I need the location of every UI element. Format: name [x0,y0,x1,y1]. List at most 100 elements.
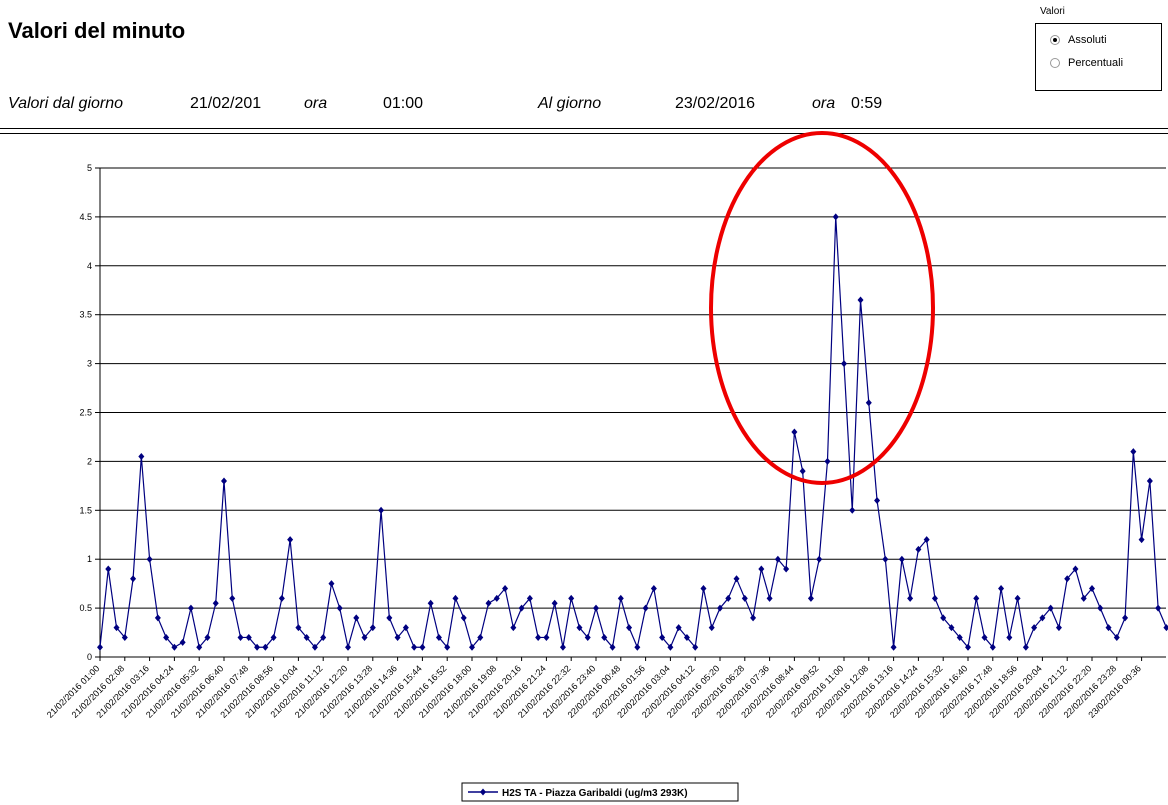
data-point [204,633,211,641]
data-point [1155,604,1162,612]
data-point [1072,565,1079,573]
data-point [989,643,996,651]
data-point [965,643,971,651]
data-point [948,624,955,632]
data-point [923,536,930,544]
data-point [229,594,236,602]
data-point [518,604,525,612]
data-point [221,477,227,485]
y-tick-label: 0 [87,652,92,662]
data-point [121,633,128,641]
data-point [369,624,376,632]
data-point [336,604,343,612]
data-point [435,633,442,641]
series [97,213,1168,651]
y-tick-label: 4.5 [79,212,92,222]
data-point [303,633,310,641]
data-point [130,575,137,583]
data-point [1138,536,1145,544]
data-point [493,594,500,602]
data-point [187,604,194,612]
separator [0,133,1168,134]
from-time: 01:00 [383,95,424,112]
data-point [973,594,980,602]
data-point [452,594,459,602]
radio-dot[interactable] [1050,58,1060,68]
data-point [1055,624,1062,632]
data-point [741,594,748,602]
data-point [683,633,690,641]
data-point [1089,585,1095,593]
legend-label: H2S TA - Piazza Garibaldi (ug/m3 293K) [502,788,688,799]
to-label: Al giorno [538,95,602,112]
data-point [163,633,170,641]
legend: H2S TA - Piazza Garibaldi (ug/m3 293K) [461,782,739,802]
data-point [345,643,351,651]
data-point [1080,594,1087,602]
data-point [97,643,103,651]
data-point [692,643,699,651]
y-tick-label: 1.5 [79,505,92,515]
data-point [146,555,153,563]
data-point [758,565,765,573]
data-point [262,643,269,651]
options-caption: Valori [1040,6,1065,17]
radio-dot[interactable] [1050,35,1060,45]
data-point [526,594,533,602]
data-point [799,467,806,475]
data-point [1097,604,1104,612]
data-point [1122,614,1129,622]
legend-marker [480,788,486,796]
data-point [766,594,773,602]
data-point [807,594,814,602]
data-point [1163,624,1168,632]
data-point [353,614,360,622]
page-title: Valori del minuto [8,18,186,43]
data-point [609,643,616,651]
radio-label[interactable]: Percentuali [1068,57,1124,69]
data-point [113,624,120,632]
data-point [1039,614,1046,622]
y-tick-label: 3.5 [79,310,92,320]
from-label: Valori dal giorno [8,95,124,112]
y-tick-label: 1 [87,554,92,564]
data-point [832,213,839,221]
data-point [444,643,451,651]
data-point [394,633,401,641]
data-point [485,599,492,607]
data-point [601,633,608,641]
data-point [841,360,847,368]
data-point [386,614,393,622]
data-point [774,555,781,563]
data-point [725,594,732,602]
radio-label[interactable]: Assoluti [1068,34,1107,46]
data-point [584,633,591,641]
data-point [287,536,294,544]
data-point [460,614,467,622]
data-point [411,643,418,651]
to-time-label: ora [812,95,836,112]
y-tick-label: 5 [87,163,92,173]
radio-option[interactable]: Assoluti [1050,34,1107,46]
data-point [154,614,161,622]
data-point [568,594,575,602]
y-tick-label: 2 [87,456,92,466]
data-point [783,565,790,573]
data-point [750,614,757,622]
radio-option[interactable]: Percentuali [1050,57,1123,69]
data-point [700,585,707,593]
data-point [171,643,178,651]
data-point [138,453,145,461]
data-point [245,633,252,641]
data-point [940,614,947,622]
data-point [320,633,327,641]
data-point [1047,604,1054,612]
data-point [650,585,657,593]
data-point [402,624,409,632]
data-point [295,624,302,632]
data-point [196,643,203,651]
y-tick-label: 4 [87,261,92,271]
data-point [535,633,542,641]
data-point [576,624,583,632]
